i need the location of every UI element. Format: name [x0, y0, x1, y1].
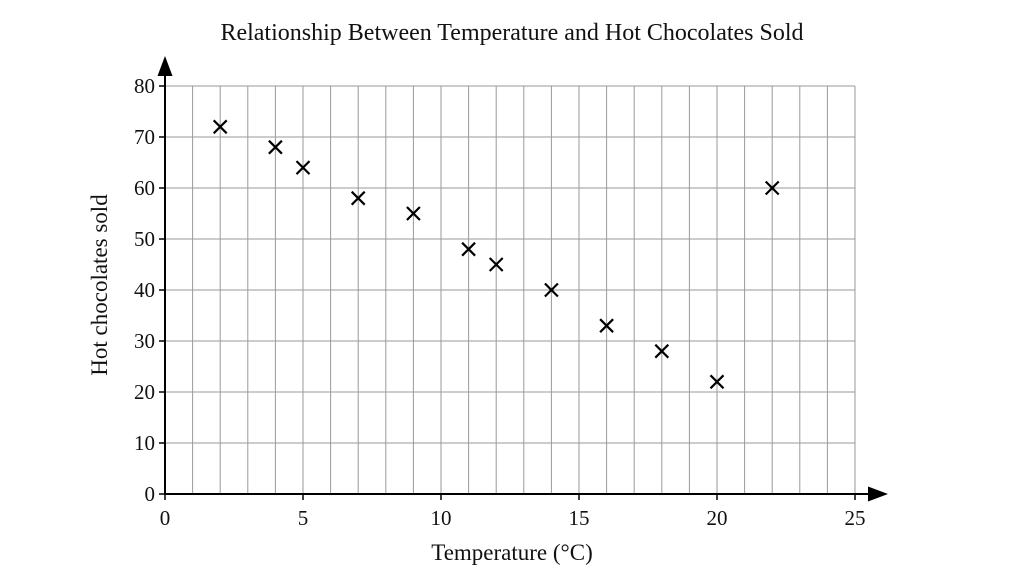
y-tick-label: 80 [134, 74, 155, 98]
y-tick-labels: 0 10 20 30 40 50 60 70 80 [134, 74, 165, 506]
x-marker-stroke [461, 241, 476, 257]
y-tick-label: 30 [134, 329, 155, 353]
data-point [709, 374, 725, 390]
x-marker-stroke [212, 119, 228, 135]
y-tick-label: 50 [134, 227, 155, 251]
x-tick-label: 20 [707, 506, 728, 530]
data-point [268, 139, 283, 155]
x-marker-stroke [599, 318, 614, 333]
chart-title: Relationship Between Temperature and Hot… [220, 20, 803, 46]
data-point [654, 343, 670, 359]
data-point [212, 119, 228, 135]
data-point [544, 282, 559, 298]
x-marker-stroke [764, 180, 780, 196]
x-tick-label: 25 [845, 506, 866, 530]
y-tick-label: 70 [134, 125, 155, 149]
x-axis-label: Temperature (°C) [431, 540, 592, 565]
data-point [406, 206, 421, 221]
x-marker-stroke [350, 190, 366, 206]
data-point [461, 241, 476, 257]
data-point [295, 160, 311, 175]
y-axis-arrow-icon [157, 56, 173, 76]
x-tick-label: 0 [160, 506, 171, 530]
x-marker-stroke [654, 343, 670, 359]
data-point [599, 318, 614, 333]
data-points [212, 119, 780, 390]
y-tick-label: 40 [134, 278, 155, 302]
x-tick-labels: 0 5 10 15 20 25 [160, 494, 866, 530]
x-marker-stroke [488, 257, 504, 272]
y-tick-label: 0 [145, 482, 156, 506]
x-axis-arrow-icon [868, 486, 888, 502]
x-tick-label: 15 [569, 506, 590, 530]
x-marker-stroke [268, 139, 283, 155]
x-marker-stroke [406, 206, 421, 221]
axes [157, 56, 888, 502]
x-tick-label: 10 [431, 506, 452, 530]
grid [165, 85, 856, 494]
y-tick-label: 10 [134, 431, 155, 455]
x-marker-stroke [295, 160, 311, 175]
x-marker-stroke [709, 374, 725, 390]
y-tick-label: 60 [134, 176, 155, 200]
x-marker-stroke [544, 282, 559, 298]
y-axis-label: Hot chocolates sold [87, 194, 112, 376]
x-tick-label: 5 [298, 506, 309, 530]
data-point [350, 190, 366, 206]
y-tick-label: 20 [134, 380, 155, 404]
data-point [488, 257, 504, 272]
data-point [764, 180, 780, 196]
